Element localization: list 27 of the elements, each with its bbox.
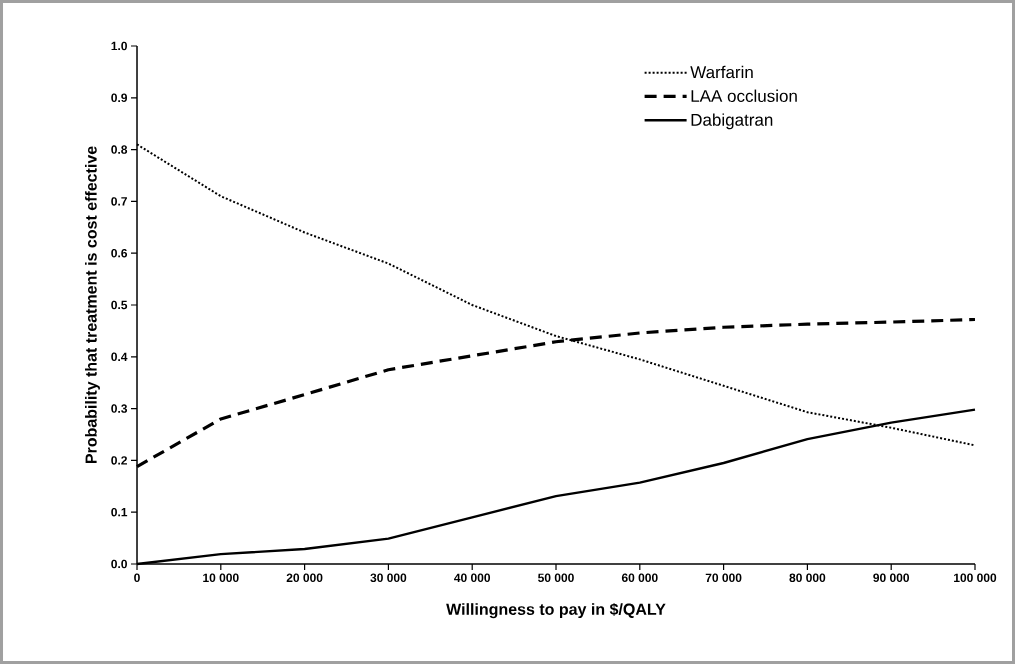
y-tick-label: 0.6 — [111, 248, 128, 258]
x-tick-label: 40 000 — [454, 573, 491, 583]
x-tick-label: 0 — [134, 573, 140, 583]
y-tick-label: 0.0 — [111, 559, 127, 569]
x-axis-title: Willingness to pay in $/QALY — [446, 602, 666, 619]
x-tick-label: 90 000 — [873, 573, 910, 583]
x-tick-label: 10 000 — [203, 573, 239, 583]
x-tick-label: 50 000 — [538, 573, 574, 583]
x-tick-label: 80 000 — [789, 573, 826, 583]
y-tick-label: 0.9 — [111, 93, 128, 103]
legend-label: LAA occlusion — [691, 89, 797, 103]
x-tick-label: 60 000 — [621, 573, 658, 583]
legend-label: Dabigatran — [691, 113, 773, 130]
y-tick-label: 0.2 — [111, 456, 127, 465]
x-tick-label: 70 000 — [705, 573, 742, 583]
y-axis-title: Probability that treatment is cost effective — [85, 146, 100, 464]
y-tick-label: 0.7 — [111, 197, 127, 206]
x-tick-label: 100 000 — [954, 573, 997, 583]
y-tick-label: 0.8 — [111, 145, 128, 154]
y-tick-label: 0.5 — [111, 300, 128, 310]
y-tick-label: 0.1 — [111, 507, 128, 517]
x-tick-label: 20 000 — [286, 573, 323, 583]
legend-label: Warfarin — [690, 65, 753, 79]
y-tick-label: 1.0 — [111, 41, 127, 51]
y-tick-label: 0.4 — [111, 352, 128, 362]
y-tick-label: 0.3 — [111, 404, 128, 413]
x-tick-label: 30 000 — [370, 573, 407, 583]
